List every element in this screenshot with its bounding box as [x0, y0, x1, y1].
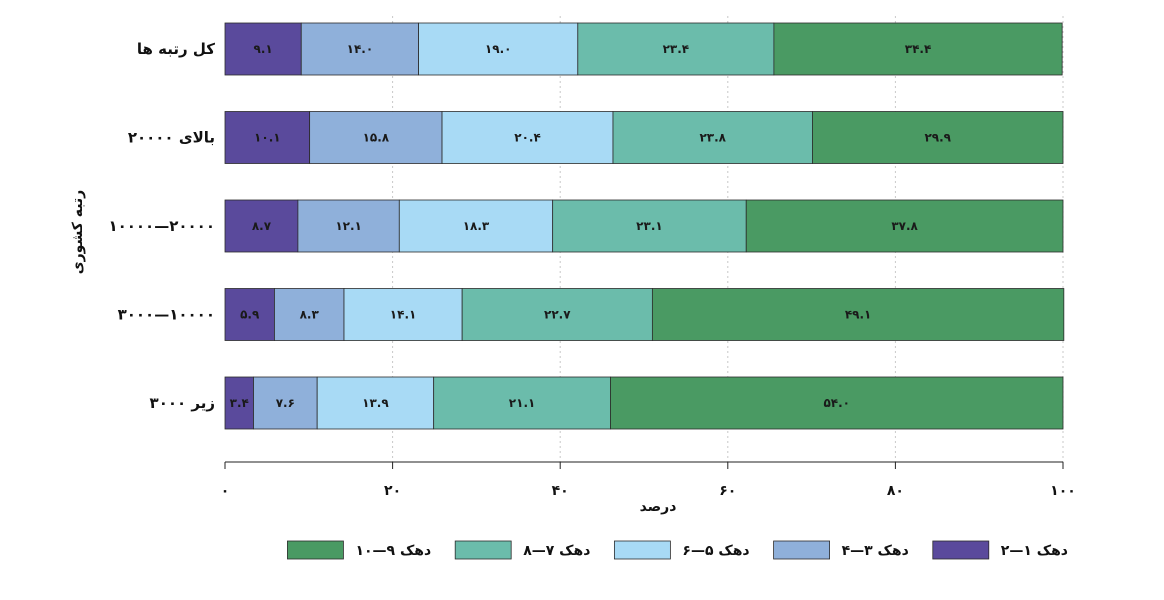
data-label: ۲۰.۴	[514, 131, 541, 145]
legend-item: دهک ۳—۴	[773, 540, 909, 560]
bar-segment	[433, 376, 611, 430]
bar-segment	[577, 22, 775, 76]
bar-segment	[612, 111, 813, 164]
bar-segment	[224, 111, 311, 164]
data-label: ۲۳.۴	[663, 42, 690, 56]
data-label: ۴۹.۱	[845, 308, 872, 322]
bar-row: ۸.۷ ۱۲.۱ ۱۸.۳ ۲۳.۱ ۳۷.۸	[224, 199, 1064, 253]
legend-item: دهک ۱—۲	[932, 540, 1068, 560]
bar-segment	[253, 376, 318, 430]
legend-label: دهک ۹—۱۰	[355, 543, 431, 559]
data-label: ۳۴.۴	[905, 42, 932, 56]
category-label: کل رتبه ها	[137, 40, 215, 58]
bar-segment	[441, 111, 614, 164]
category-label: بالای ۲۰۰۰۰	[128, 129, 215, 147]
x-axis: ۰ ۲۰ ۴۰ ۶۰ ۸۰ ۱۰۰	[221, 461, 1076, 499]
category-label: زیر ۳۰۰۰	[150, 394, 215, 412]
data-label: ۱۹.۰	[485, 42, 512, 56]
bar-segment	[773, 22, 1063, 76]
bar-row: ۹.۱ ۱۴.۰ ۱۹.۰ ۲۳.۴ ۳۴.۴	[224, 22, 1063, 76]
data-label: ۱۳.۹	[362, 396, 389, 410]
bars: ۹.۱ ۱۴.۰ ۱۹.۰ ۲۳.۴ ۳۴.۴ ۱۰.۱ ۱۵.۸ ۲۰.۴ ۲۳.۸ ۲۹.۹ ۸…	[224, 22, 1065, 430]
data-label: ۱۴.۰	[347, 42, 374, 56]
legend-swatch	[613, 540, 671, 560]
x-tick-label: ۱۰۰	[1050, 483, 1076, 499]
data-label: ۲۹.۹	[924, 131, 951, 145]
x-tick-label: ۸۰	[887, 483, 904, 499]
bar-segment	[552, 199, 747, 253]
bar-segment	[398, 199, 554, 253]
bar-segment	[610, 376, 1064, 430]
data-label: ۳۷.۸	[891, 219, 918, 233]
legend-swatch	[287, 540, 344, 560]
bar-segment	[651, 288, 1065, 341]
data-label: ۱۴.۱	[390, 308, 417, 322]
data-label: ۱۵.۸	[363, 131, 390, 145]
legend: دهک ۱—۲ دهک ۳—۴ دهک ۵—۶ دهک ۷—۸ دهک ۹—۱۰	[287, 540, 1068, 560]
legend-swatch	[454, 540, 512, 560]
y-axis-title: رتبه کشوری	[70, 190, 86, 274]
bar-segment	[300, 22, 419, 76]
data-label: ۱۲.۱	[335, 219, 362, 233]
legend-item: دهک ۷—۸	[454, 540, 590, 560]
bar-row: ۳.۴ ۷.۶ ۱۳.۹ ۲۱.۱ ۵۴.۰	[224, 376, 1064, 430]
data-label: ۲۳.۸	[699, 131, 726, 145]
x-axis-title: درصد	[640, 499, 677, 515]
bar-segment	[812, 111, 1064, 164]
category-label: ۳۰۰۰—۱۰۰۰۰	[118, 306, 215, 324]
data-label: ۵۴.۰	[823, 396, 850, 410]
legend-swatch	[932, 540, 990, 560]
category-label: ۱۰۰۰۰—۲۰۰۰۰	[108, 217, 215, 235]
bar-segment	[309, 111, 443, 164]
data-label: ۷.۶	[276, 396, 295, 410]
bar-row: ۱۰.۱ ۱۵.۸ ۲۰.۴ ۲۳.۸ ۲۹.۹	[224, 111, 1064, 164]
legend-item: دهک ۵—۶	[613, 540, 750, 560]
bar-row: ۵.۹ ۸.۳ ۱۴.۱ ۲۲.۷ ۴۹.۱	[224, 288, 1065, 341]
data-label: ۱۰.۱	[254, 131, 281, 145]
bar-segment	[224, 199, 299, 253]
legend-item: دهک ۹—۱۰	[287, 540, 431, 560]
x-tick-label: ۴۰	[552, 483, 569, 499]
data-label: ۸.۷	[252, 219, 272, 233]
bar-segment	[745, 199, 1064, 253]
legend-label: دهک ۱—۲	[1001, 543, 1068, 559]
data-label: ۱۸.۳	[463, 219, 490, 233]
x-tick-label: ۶۰	[719, 483, 736, 499]
category-labels: کل رتبه ها بالای ۲۰۰۰۰ ۱۰۰۰۰—۲۰۰۰۰ ۳۰۰۰—۱۰۰…	[108, 40, 215, 412]
data-label: ۳.۴	[230, 396, 249, 410]
legend-label: دهک ۷—۸	[523, 543, 590, 559]
legend-label: دهک ۳—۴	[842, 543, 909, 559]
data-label: ۲۱.۱	[509, 396, 536, 410]
data-label: ۹.۱	[254, 42, 273, 56]
data-label: ۲۲.۷	[544, 308, 571, 322]
x-tick-label: ۲۰	[384, 483, 401, 499]
legend-swatch	[773, 540, 830, 560]
legend-label: دهک ۵—۶	[682, 543, 749, 559]
bar-segment	[343, 288, 463, 341]
data-label: ۵.۹	[240, 308, 260, 322]
data-label: ۸.۳	[300, 308, 320, 322]
bar-segment	[297, 199, 400, 253]
data-label: ۲۳.۱	[636, 219, 663, 233]
x-tick-label: ۰	[221, 483, 230, 499]
bar-segment	[461, 288, 653, 341]
